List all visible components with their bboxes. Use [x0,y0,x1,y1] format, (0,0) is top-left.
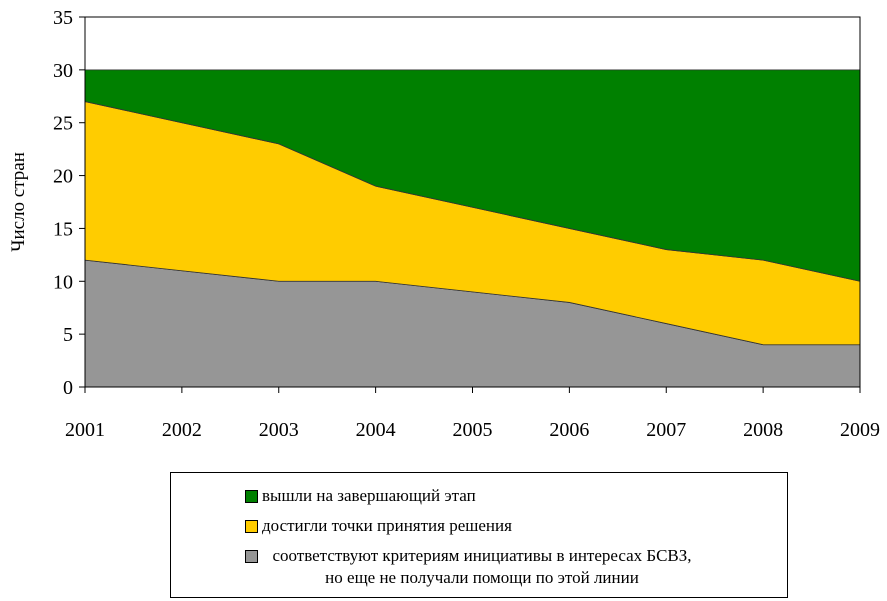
y-tick-label: 0 [63,377,73,399]
y-tick-label: 10 [53,271,73,293]
x-tick-label: 2007 [646,419,686,441]
y-tick-label: 30 [53,60,73,82]
y-tick-label: 35 [53,7,73,29]
x-tick-label: 2004 [356,419,396,441]
legend-item: достигли точки принятия решения [245,515,787,537]
x-tick-label: 2009 [840,419,880,441]
legend: вышли на завершающий этап достигли точки … [170,472,788,598]
y-tick-label: 25 [53,113,73,135]
y-tick-label: 5 [63,324,73,346]
legend-label: соответствуют критериям инициативы в инт… [272,546,692,587]
legend-label: вышли на завершающий этап [262,486,476,505]
chart: Число стран 0 5 10 15 20 25 30 35 2001 2002 2003 20… [8,7,880,441]
x-tick-label: 2001 [65,419,105,441]
legend-swatch [245,520,258,533]
x-tick-label: 2008 [743,419,783,441]
y-tick-label: 15 [53,218,73,240]
x-tick-label: 2005 [453,419,493,441]
y-tick-label: 20 [53,166,73,188]
x-tick-label: 2003 [259,419,299,441]
legend-label: достигли точки принятия решения [262,516,512,535]
legend-item: вышли на завершающий этап [245,485,787,507]
x-tick-label: 2002 [162,419,202,441]
y-axis-label: Число стран [8,152,29,252]
legend-swatch [245,490,258,503]
x-tick-label: 2006 [549,419,589,441]
legend-item: соответствуют критериям инициативы в инт… [245,545,787,589]
legend-swatch [245,550,258,563]
